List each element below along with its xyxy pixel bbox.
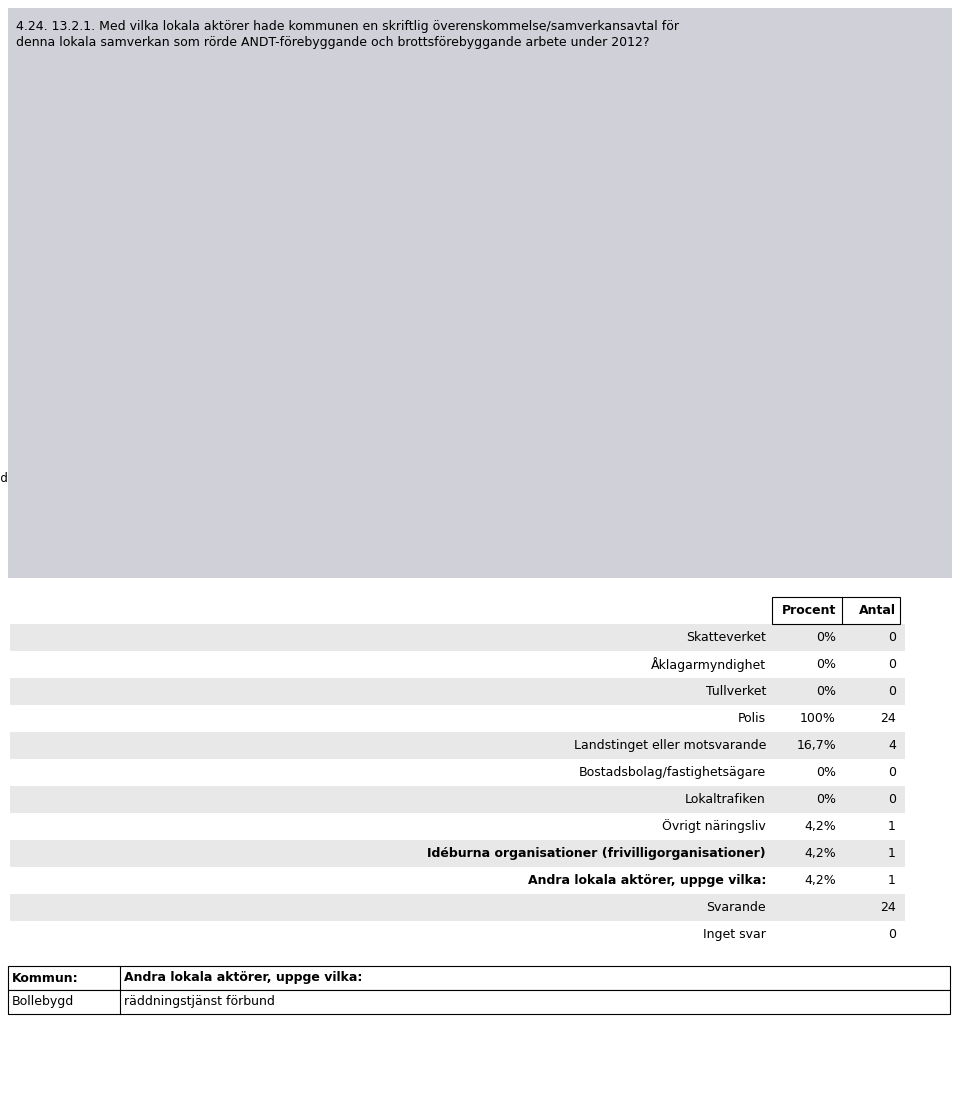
Bar <box>290 421 312 446</box>
Text: Inget svar: Inget svar <box>703 928 766 941</box>
Text: 100%: 100% <box>820 249 853 263</box>
Text: 24: 24 <box>880 713 896 725</box>
Text: denna lokala samverkan som rörde ANDT-förebyggande och brottsförebyggande arbete: denna lokala samverkan som rörde ANDT-fö… <box>16 36 650 49</box>
Text: 4,2%: 4,2% <box>318 427 348 440</box>
Text: Antal: Antal <box>859 604 896 617</box>
Text: Bostadsbolag/fastighetsägare: Bostadsbolag/fastighetsägare <box>579 765 766 779</box>
Text: 4,2%: 4,2% <box>804 874 836 887</box>
Text: 1: 1 <box>888 847 896 860</box>
Text: Lokaltrafiken: Lokaltrafiken <box>685 793 766 806</box>
Bar <box>290 244 815 268</box>
Text: Andra lokala aktörer, uppge vilka:: Andra lokala aktörer, uppge vilka: <box>124 972 362 985</box>
Text: 100%: 100% <box>800 713 836 725</box>
Text: 0: 0 <box>888 793 896 806</box>
Text: Procent: Procent <box>781 604 836 617</box>
Text: 4.24. 13.2.1. Med vilka lokala aktörer hade kommunen en skriftlig överenskommels: 4.24. 13.2.1. Med vilka lokala aktörer h… <box>16 20 679 33</box>
Text: Bollebygd: Bollebygd <box>12 996 74 1008</box>
Text: Åklagarmyndighet: Åklagarmyndighet <box>651 657 766 672</box>
Text: 16,7%: 16,7% <box>383 293 420 307</box>
Text: Kommun:: Kommun: <box>12 972 79 985</box>
Text: 0%: 0% <box>816 765 836 779</box>
Text: 0: 0 <box>888 685 896 698</box>
Text: 1: 1 <box>888 820 896 833</box>
Text: Landstinget eller motsvarande: Landstinget eller motsvarande <box>574 739 766 752</box>
Text: 4,2%: 4,2% <box>804 847 836 860</box>
Text: Idéburna organisationer (frivilligorganisationer): Idéburna organisationer (frivilligorgani… <box>427 847 766 860</box>
Text: 0%: 0% <box>816 631 836 644</box>
Text: 1: 1 <box>888 874 896 887</box>
Bar <box>290 465 312 490</box>
Bar <box>290 510 312 534</box>
Text: Andra lokala aktörer, uppge vilka:: Andra lokala aktörer, uppge vilka: <box>528 874 766 887</box>
Text: 4: 4 <box>888 739 896 752</box>
Text: 0%: 0% <box>816 793 836 806</box>
Text: Polis: Polis <box>738 713 766 725</box>
Bar <box>290 288 377 312</box>
Text: 0%: 0% <box>816 685 836 698</box>
Text: 4,2%: 4,2% <box>318 471 348 484</box>
Text: 0: 0 <box>888 658 896 671</box>
Text: 0: 0 <box>888 631 896 644</box>
Text: Skatteverket: Skatteverket <box>686 631 766 644</box>
Text: 16,7%: 16,7% <box>796 739 836 752</box>
Text: räddningstjänst förbund: räddningstjänst förbund <box>124 996 275 1008</box>
Text: Tullverket: Tullverket <box>706 685 766 698</box>
Text: 24: 24 <box>880 901 896 914</box>
Text: 0%: 0% <box>816 658 836 671</box>
Text: 4,2%: 4,2% <box>804 820 836 833</box>
Text: 4,2%: 4,2% <box>318 515 348 528</box>
Text: 0: 0 <box>888 928 896 941</box>
Text: Övrigt näringsliv: Övrigt näringsliv <box>662 820 766 834</box>
Text: 0: 0 <box>888 765 896 779</box>
Text: Svarande: Svarande <box>707 901 766 914</box>
